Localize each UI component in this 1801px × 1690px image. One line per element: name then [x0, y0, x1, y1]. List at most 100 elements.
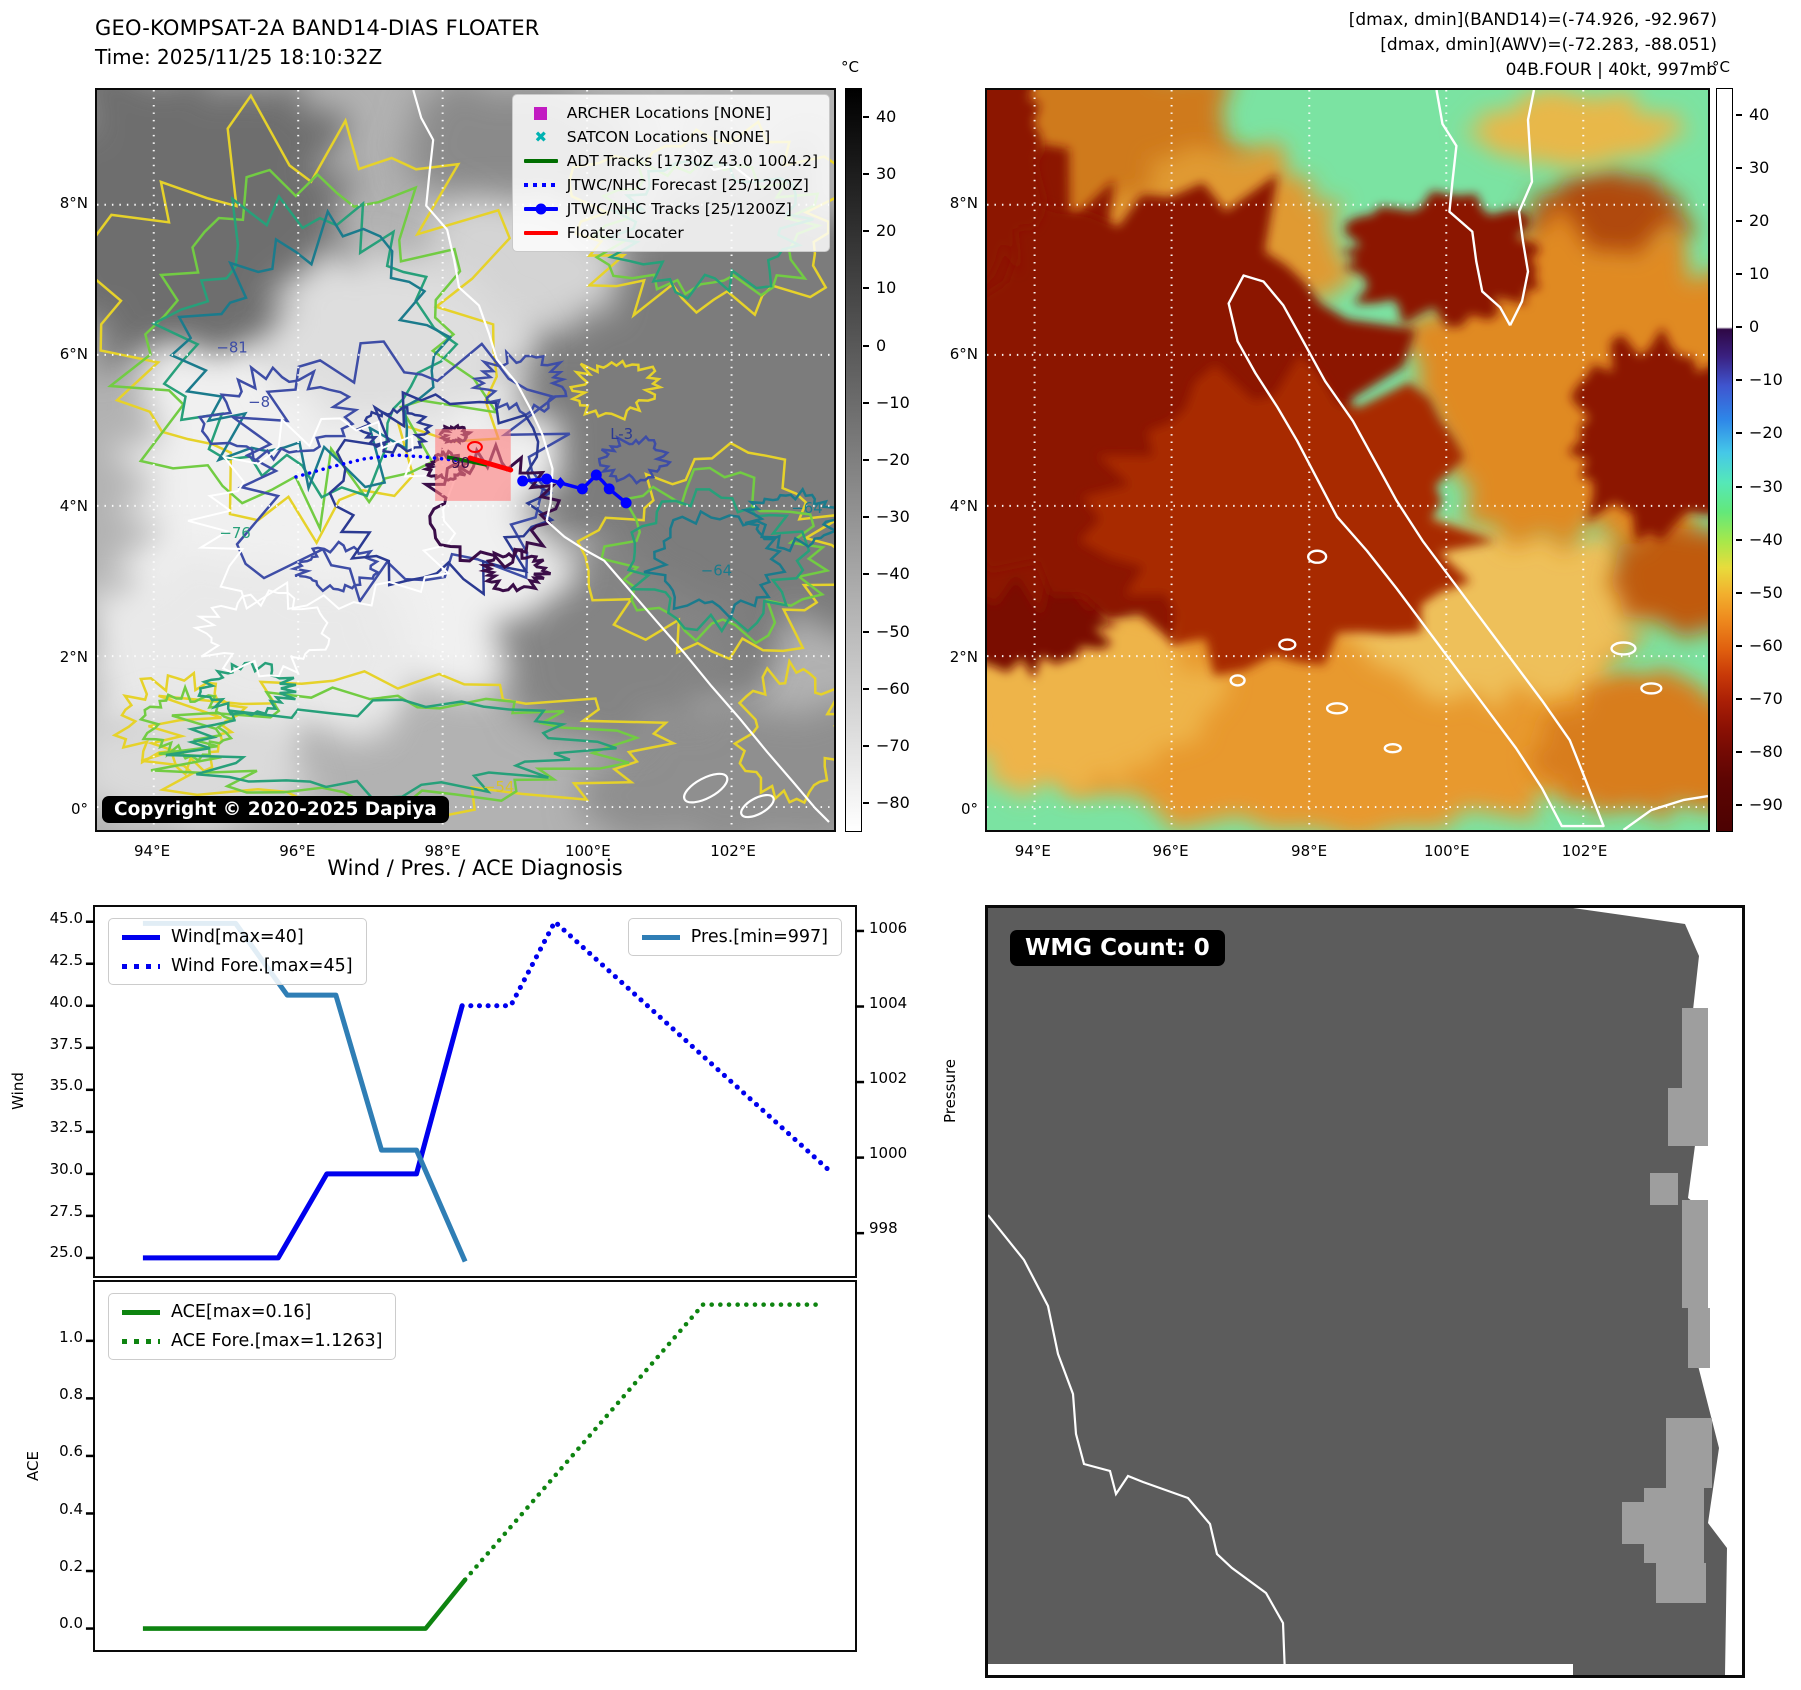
- wmg-block: [1650, 1173, 1678, 1205]
- color-satellite-canvas: [987, 90, 1708, 830]
- wmg-count-badge: WMG Count: 0: [1010, 930, 1225, 966]
- dmax-dmin-band14: [dmax, dmin](BAND14)=(-74.926, -92.967): [1348, 10, 1717, 30]
- x-tick-label: 102°E: [1561, 842, 1608, 860]
- wmg-block: [1682, 1008, 1708, 1088]
- axis-tick-label: 1002: [869, 1068, 908, 1087]
- adt-track: [446, 455, 488, 467]
- wmg-bottom-strip: [988, 1664, 1573, 1675]
- dmax-dmin-awv: [dmax, dmin](AWV)=(-72.283, -88.051): [1380, 35, 1717, 55]
- left-map-time: Time: 2025/11/25 18:10:32Z: [95, 45, 383, 69]
- x-tick-label: 94°E: [134, 842, 171, 860]
- wmg-partial-blocks: [1622, 1008, 1712, 1603]
- chart-legend: Wind[max=40] Wind Fore.[max=45]: [108, 918, 367, 985]
- wmg-panel: WMG Count: 0: [985, 905, 1745, 1678]
- contour-label: 90: [451, 454, 470, 472]
- island-outline: [1610, 641, 1637, 656]
- colorbar-tick-dash: [863, 516, 869, 519]
- axis-tick-label: 1000: [869, 1143, 908, 1162]
- colorbar-tick-label: 20: [1749, 210, 1770, 230]
- contour-label: −8: [248, 393, 270, 411]
- x-tick-label: 100°E: [564, 842, 611, 860]
- x-icon: ✖: [534, 127, 548, 146]
- axis-tick-label: 30.0: [49, 1159, 83, 1178]
- colorbar-tick-dash: [863, 287, 869, 290]
- track-point: [620, 497, 632, 509]
- legend-item-label: ARCHER Locations [NONE]: [566, 104, 772, 122]
- axis-tick-label: 37.5: [49, 1034, 83, 1053]
- color-satellite-map[interactable]: [985, 88, 1710, 832]
- x-tick-label: 96°E: [279, 842, 316, 860]
- solid-line-icon: [122, 934, 160, 940]
- colorbar-tick-label: −20: [1749, 423, 1783, 443]
- wmg-block: [1644, 1488, 1704, 1563]
- colorbar-tick-dash: [1736, 273, 1742, 275]
- left-map-xaxis: 94°E 96°E 98°E 100°E 102°E: [95, 842, 836, 864]
- coastline: [1227, 90, 1708, 830]
- colorbar-tick-dash: [863, 172, 869, 175]
- colorbar-tick-dash: [1736, 326, 1742, 329]
- series-Wind Fore.[max=45]: [459, 919, 836, 1177]
- colorbar-tick-label: −30: [876, 507, 910, 527]
- colorbar-tick-dash: [863, 745, 869, 748]
- chart-legend-label: Pres.[min=997]: [690, 927, 828, 947]
- right-map-header: [dmax, dmin](BAND14)=(-74.926, -92.967) …: [1100, 8, 1717, 83]
- wind-axis-label: Wind: [9, 1072, 27, 1110]
- storm-id-intensity: 04B.FOUR | 40kt, 997mb: [1505, 60, 1717, 80]
- colorbar-tick-label: −40: [1749, 529, 1783, 549]
- chart-legend-item: ACE Fore.[max=1.1263]: [122, 1331, 382, 1351]
- colorbar-tick-label: −90: [1749, 795, 1783, 815]
- colorbar-tick-label: −40: [876, 564, 910, 584]
- colorbar-tick-dash: [1736, 698, 1742, 701]
- colorbar-tick-label: −50: [876, 621, 910, 641]
- legend-item-label: ADT Tracks [1730Z 43.0 1004.2]: [566, 152, 818, 170]
- chart-legend-label: Wind[max=40]: [171, 927, 304, 947]
- colorbar-tick-label: 0: [1749, 317, 1760, 337]
- floater-locater-line: [467, 455, 514, 473]
- axis-tick-label: 25.0: [49, 1243, 83, 1262]
- ace-chart[interactable]: ACE[max=0.16] ACE Fore.[max=1.1263]: [85, 1280, 857, 1652]
- charts-title: Wind / Pres. / ACE Diagnosis: [327, 856, 623, 880]
- axis-tick-label: 0.6: [59, 1442, 83, 1461]
- colorbar-tick-label: −70: [876, 736, 910, 756]
- peninsula-east: [1509, 90, 1536, 326]
- colorbar-tick-dash: [863, 630, 869, 633]
- dotted-line-icon: [122, 1338, 160, 1344]
- colorbar-tick-label: 40: [1749, 104, 1770, 124]
- y-tick-label: 6°N: [949, 345, 978, 364]
- legend-item: JTWC/NHC Forecast [25/1200Z]: [523, 175, 818, 195]
- island-outline: [1325, 702, 1349, 715]
- track-diamond: [555, 476, 566, 489]
- colorbar-tick-label: −30: [1749, 476, 1783, 496]
- y-tick-label: 4°N: [949, 497, 978, 516]
- wmg-canvas: [988, 908, 1742, 1675]
- wmg-block: [1656, 1563, 1706, 1603]
- colorbar-tick-dash: [863, 802, 869, 805]
- colorbar-tick-label: −60: [1749, 636, 1783, 655]
- chart-legend-item: Wind Fore.[max=45]: [122, 956, 353, 976]
- jtwc-forecast-track: [294, 453, 479, 479]
- x-tick-label: 96°E: [1152, 842, 1189, 860]
- colorbar-tick-dash: [1736, 219, 1742, 222]
- island-outline: [1278, 638, 1297, 651]
- colorbar-tick-label: 30: [876, 163, 897, 183]
- chart-legend: ACE[max=0.16] ACE Fore.[max=1.1263]: [108, 1293, 397, 1360]
- map-legend: ARCHER Locations [NONE] ✖ SATCON Locations…: [511, 94, 830, 252]
- colorbar-tick-dash: [1736, 432, 1742, 435]
- storm-tracks: [294, 429, 632, 509]
- colorbar-tick-label: −50: [1749, 582, 1783, 602]
- x-tick-label: 102°E: [710, 842, 756, 860]
- legend-item-label: JTWC/NHC Tracks [25/1200Z]: [566, 200, 792, 218]
- bw-satellite-map[interactable]: −81 −8 −76 90 L-3 −64 −64 −54 ARCHER Locations …: [95, 88, 836, 832]
- wind-pressure-chart[interactable]: Wind[max=40] Wind Fore.[max=45] Pres.[min=…: [85, 905, 865, 1278]
- wmg-block: [1668, 1088, 1708, 1146]
- legend-item-label: Floater Locater: [566, 224, 684, 242]
- colorbar-tick-dash: [863, 687, 869, 690]
- axis-tick-label: 27.5: [49, 1201, 83, 1220]
- y-tick-label: 8°N: [949, 194, 978, 213]
- colorbar-tick-label: 10: [876, 278, 897, 298]
- y-tick-label: 6°N: [59, 345, 88, 364]
- island-outline: [1383, 743, 1402, 754]
- axis-tick-label: 0.4: [59, 1499, 83, 1518]
- colorbar-tick-dash: [1736, 485, 1742, 488]
